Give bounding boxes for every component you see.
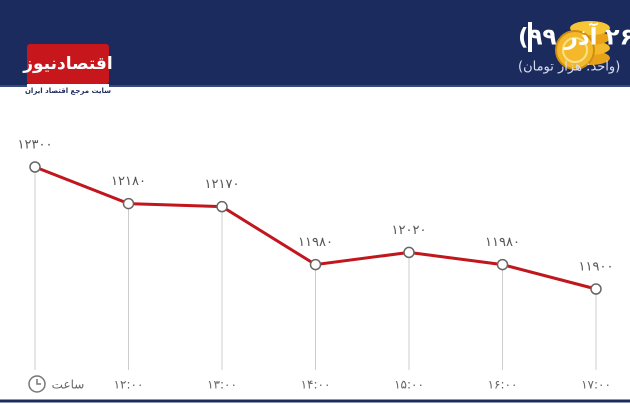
- clock-icon: [28, 375, 46, 393]
- coins-icon: [555, 21, 610, 70]
- logo-box: [27, 44, 109, 84]
- point: [122, 197, 135, 210]
- value-label: ۱۱۹۰۰: [579, 260, 614, 275]
- value-label: ۱۱۹۸۰: [298, 235, 333, 250]
- tagline: سایت مرجع اقتصاد ایران: [25, 87, 111, 95]
- value-label: ۱۲۳۰۰: [18, 138, 53, 153]
- point: [29, 161, 41, 173]
- x-tick-label: ۱۲:۰۰: [114, 378, 144, 392]
- point: [309, 258, 322, 271]
- x-tick-label: ۱۵:۰۰: [394, 378, 424, 392]
- value-label: ۱۱۹۸۰: [485, 235, 520, 250]
- point: [590, 283, 602, 295]
- logo-text: اقتصادنیوز: [22, 54, 113, 74]
- chart-title: روند بهای سکه (چهارشنبه ۲۶ آذر ۹۹): [518, 22, 630, 51]
- point: [403, 246, 415, 259]
- x-tick-label: ۱۷:۰۰: [581, 378, 611, 392]
- tagline-box: [27, 84, 109, 98]
- point: [496, 258, 509, 271]
- value-label: ۱۲۱۷۰: [205, 177, 240, 192]
- value-label: ۱۲۰۲۰: [392, 223, 427, 238]
- x-tick-label: ۱۳:۰۰: [207, 378, 237, 392]
- point: [216, 200, 228, 213]
- x-tick-label: ۱۴:۰۰: [301, 378, 331, 392]
- header-rule: [0, 85, 630, 87]
- title-bar: [528, 22, 532, 52]
- chart-subtitle: (واحد: هزار تومان): [518, 60, 620, 75]
- logo: اقتصادنیوز سایت مرجع اقتصاد ایران: [22, 44, 113, 98]
- x-axis-label: ساعت: [52, 378, 85, 392]
- value-label: ۱۲۱۸۰: [111, 174, 146, 189]
- x-tick-label: ۱۶:۰۰: [488, 378, 518, 392]
